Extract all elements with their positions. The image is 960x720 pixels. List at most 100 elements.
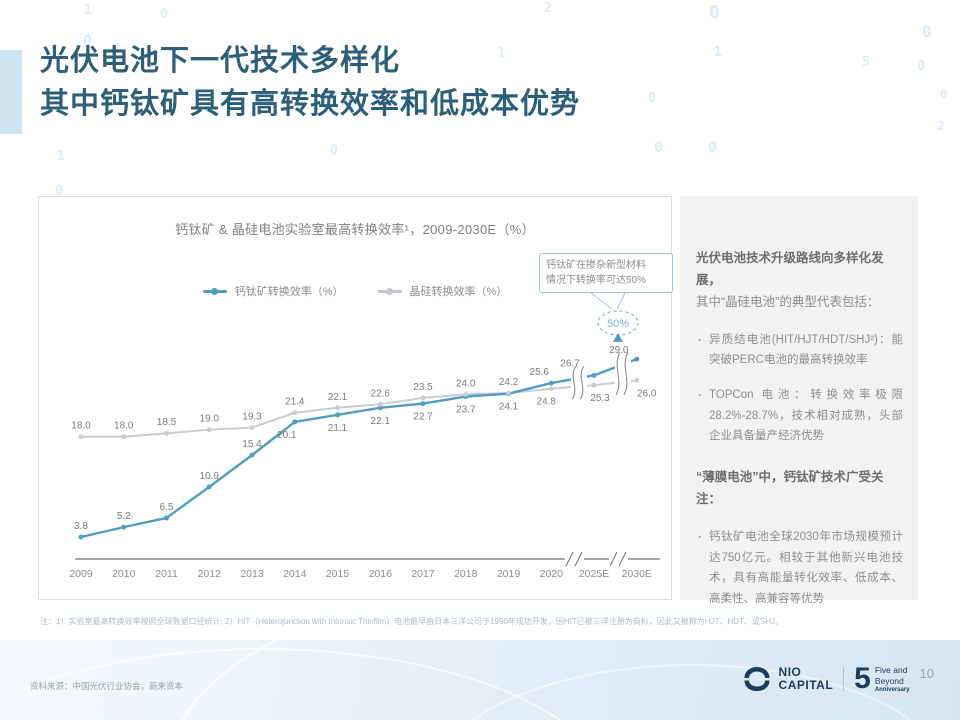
silicon-point <box>292 410 298 416</box>
insight-bullet-2: · TOPCon 电池：转换效率极限28.2%-28.7%，技术相对成熟，头部企… <box>698 385 903 447</box>
silicon-point <box>377 401 383 407</box>
silicon-point <box>548 386 554 392</box>
data-label: 26.0 <box>637 388 657 399</box>
slide-title-line2: 其中钙钛矿具有高转换效率和低成本优势 <box>40 88 581 120</box>
data-label: 24.8 <box>537 397 557 408</box>
background-digit: 0 <box>917 59 925 74</box>
silicon-point <box>164 430 169 436</box>
data-label: 20.1 <box>277 430 297 441</box>
x-axis-label: 2016 <box>369 568 393 580</box>
data-label: 26.7 <box>560 358 580 369</box>
callout-arrow <box>613 333 623 342</box>
callout-tail <box>590 292 613 310</box>
insight-heading-1-rest: 其中“晶硅电池”的典型代表包括： <box>696 294 880 309</box>
slide-title: 光伏电池下一代技术多样化 其中钙钛矿具有高转换效率和低成本优势 <box>40 40 580 126</box>
x-axis-label: 2010 <box>112 568 136 580</box>
perovskite-point <box>249 452 255 458</box>
insight-heading-1: 光伏电池技术升级路线向多样化发展， 其中“晶硅电池”的典型代表包括： <box>696 248 903 314</box>
insight-bullet-3: · 钙钛矿电池全球2030年市场规模预计达750亿元。相较于其他新兴电池技术，具… <box>698 527 903 610</box>
brand-line-nio: NIO <box>778 665 802 680</box>
perovskite-line <box>79 357 638 539</box>
callout-note-line2: 情况下转换率可达50% <box>546 275 647 286</box>
perovskite-point <box>377 405 383 411</box>
line-break-mark <box>571 365 577 400</box>
callout-note-line1: 钙钛矿在掺杂新型材料 <box>546 260 646 271</box>
axis-break-gap <box>565 552 584 566</box>
axis-break-mark <box>574 551 583 567</box>
efficiency-chart: 2009 2010 2011 2012 2013 2014 2015 2016 2017 2018… <box>69 292 660 580</box>
data-label: 19.3 <box>242 412 262 423</box>
legend-item-perovskite: 钙钛矿转换效率（%） <box>202 283 344 299</box>
data-label: 24.2 <box>499 377 519 388</box>
insight-bullet-2-text: TOPCon 电池：转换效率极限28.2%-28.7%，技术相对成熟，头部企业具… <box>709 389 903 443</box>
footer-brand: NIO CAPITAL 5 Five and Beyond Anniversar… <box>742 664 934 694</box>
callout-bubble-text: 50% <box>607 318 629 330</box>
silicon-point <box>206 427 212 433</box>
data-label: 10.9 <box>200 471 220 482</box>
insight-heading-1-bold: 光伏电池技术升级路线向多样化发展， <box>696 251 884 287</box>
x-axis-label: 2017 <box>411 568 435 580</box>
data-label: 3.8 <box>74 521 88 532</box>
bullet-icon: · <box>698 529 702 544</box>
background-digit: 0 <box>654 138 664 156</box>
x-axis-label: 2012 <box>198 568 222 580</box>
silicon-point <box>335 405 340 411</box>
anniv-line-1: Five and <box>874 665 908 676</box>
silicon-point <box>121 434 127 440</box>
x-axis-label: 2019 <box>497 568 521 580</box>
data-label: 18.5 <box>157 417 177 428</box>
insight-panel: 光伏电池技术升级路线向多样化发展， 其中“晶硅电池”的典型代表包括： · 异质结… <box>680 196 918 605</box>
footer-band <box>0 640 960 720</box>
data-label: 24.1 <box>499 402 519 413</box>
x-axis-label: 2018 <box>454 568 478 580</box>
silicon-point <box>591 382 597 388</box>
background-digit: 0 <box>55 183 64 199</box>
page-number: 10 <box>919 666 934 681</box>
x-axis-label: 2020 <box>540 568 564 580</box>
background-digit: 2 <box>544 1 552 16</box>
background-digit: 0 <box>708 138 718 156</box>
slide-title-line1: 光伏电池下一代技术多样化 <box>40 45 401 77</box>
data-label: 19.0 <box>200 414 220 425</box>
background-digit: 5 <box>862 55 870 70</box>
anniv-line-3: Anniversary <box>874 686 910 693</box>
silicon-point <box>463 391 469 397</box>
source-note: 资料来源：中国光伏行业协会，蔚来资本 <box>30 681 184 691</box>
data-label: 22.6 <box>371 388 391 399</box>
chart-title: 钙钛矿 & 晶硅电池实验室最高转换效率¹，2009-2030E（%） <box>175 222 535 237</box>
axis-break-mark <box>618 551 627 567</box>
data-label: 25.3 <box>590 393 610 404</box>
chart-panel: 钙钛矿 & 晶硅电池实验室最高转换效率¹，2009-2030E（%） 钙钛矿转换… <box>38 196 673 600</box>
line-break-mark <box>579 365 585 400</box>
x-axis-label: 2011 <box>155 568 178 580</box>
data-label: 22.7 <box>413 412 433 423</box>
data-label: 29.0 <box>609 345 629 356</box>
silicon-legend-marker <box>377 287 402 295</box>
perovskite-point <box>420 401 426 407</box>
background-digit: 1 <box>57 149 65 164</box>
bullet-icon: · <box>698 388 702 402</box>
silicon-point <box>78 434 84 440</box>
data-label: 5.2 <box>117 511 131 522</box>
data-label: 23.5 <box>413 382 433 393</box>
data-label: 24.0 <box>456 378 476 389</box>
bullet-icon: · <box>698 332 702 347</box>
axis-break-mark <box>609 551 618 567</box>
background-digit: 0 <box>922 22 932 41</box>
data-label: 22.1 <box>371 416 391 427</box>
anniversary-number: 5 <box>854 662 871 695</box>
callout-tail <box>616 292 626 310</box>
background-digit: 0 <box>160 7 168 22</box>
data-label: 25.6 <box>530 367 550 378</box>
data-label: 18.0 <box>114 421 134 432</box>
x-axis-label: 2013 <box>240 568 264 580</box>
perovskite-point <box>164 515 169 521</box>
silicon-legend-label: 晶硅转换效率（%） <box>409 286 508 298</box>
nio-capital-wordmark: NIO CAPITAL <box>779 666 834 691</box>
background-digit: 0 <box>709 2 720 23</box>
perovskite-point <box>548 380 554 386</box>
background-digit: 1 <box>497 45 506 61</box>
data-label: 21.4 <box>285 397 305 408</box>
x-axis-label: 2025E <box>579 568 609 580</box>
